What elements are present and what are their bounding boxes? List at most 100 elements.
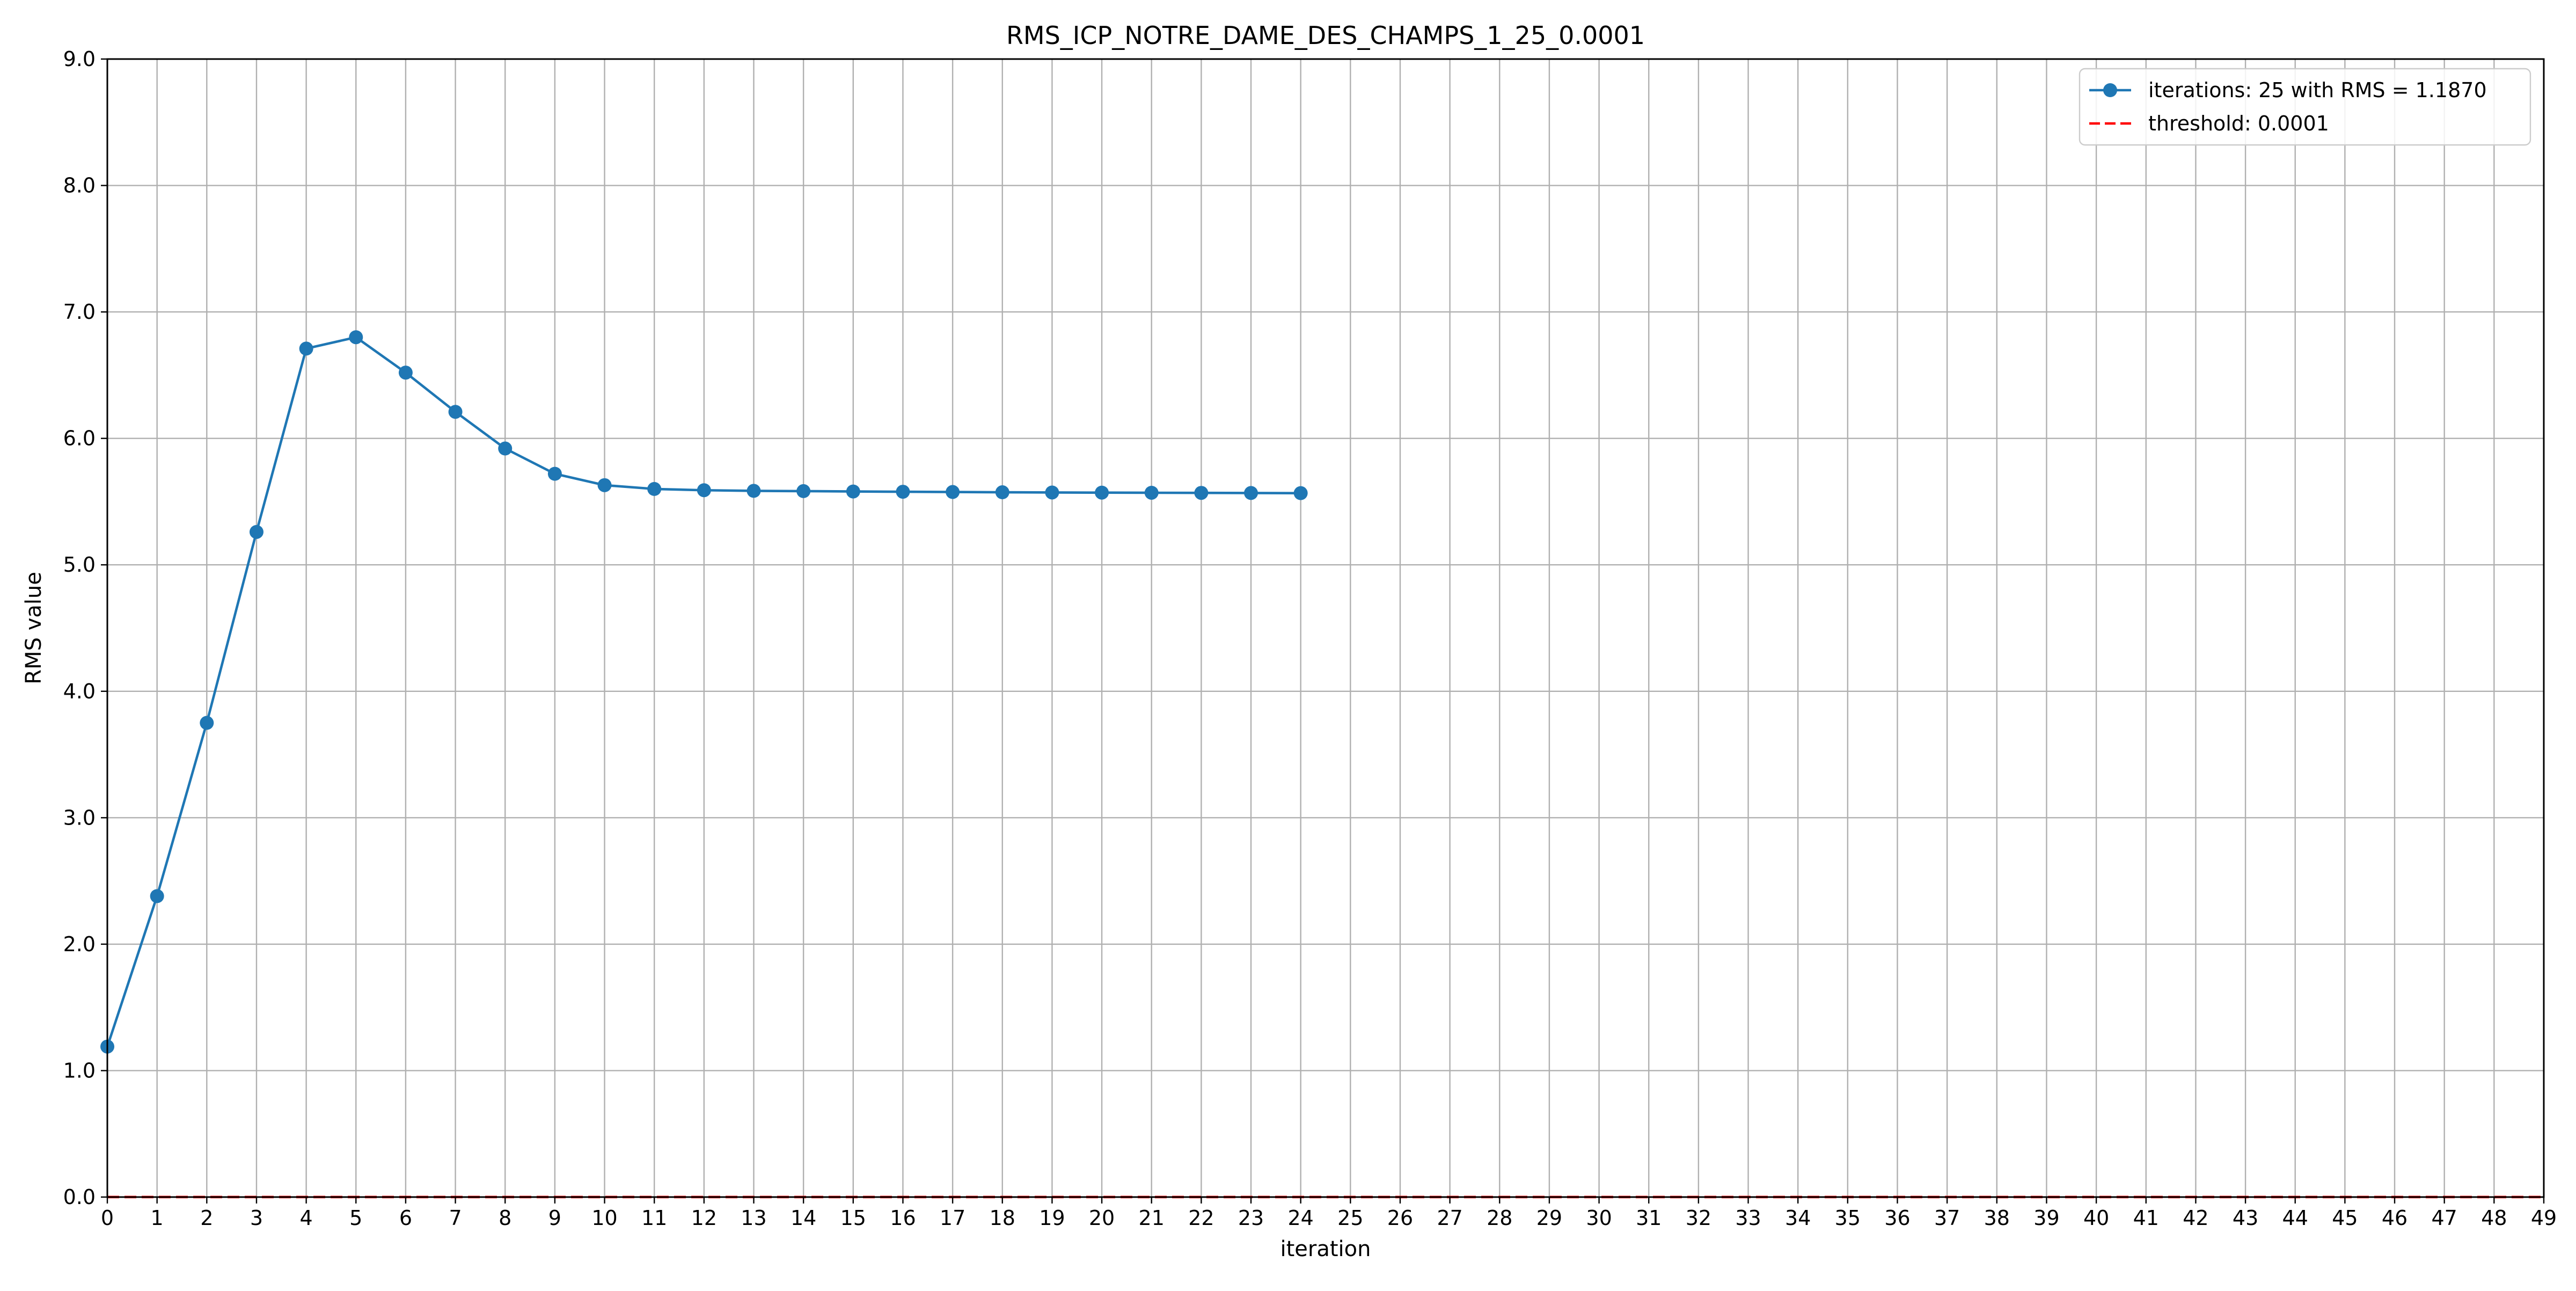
y-axis-label: RMS value [21, 572, 46, 684]
x-tick-label: 8 [499, 1206, 511, 1230]
x-tick-label: 43 [2233, 1206, 2258, 1230]
x-tick-label: 31 [1636, 1206, 1662, 1230]
x-tick-label: 33 [1735, 1206, 1761, 1230]
x-tick-label: 1 [151, 1206, 164, 1230]
data-point [1293, 486, 1308, 500]
x-tick-label: 34 [1785, 1206, 1811, 1230]
data-point [1144, 485, 1159, 500]
data-point [896, 485, 910, 499]
x-tick-label: 16 [890, 1206, 916, 1230]
y-tick-label: 0.0 [63, 1185, 96, 1209]
x-tick-label: 14 [791, 1206, 816, 1230]
y-tick-label: 4.0 [63, 680, 96, 703]
x-tick-label: 29 [1536, 1206, 1562, 1230]
y-tick-label: 5.0 [63, 553, 96, 577]
legend-label: iterations: 25 with RMS = 1.1870 [2148, 78, 2487, 102]
x-tick-label: 17 [940, 1206, 965, 1230]
x-tick-label: 44 [2282, 1206, 2308, 1230]
x-tick-label: 25 [1337, 1206, 1363, 1230]
data-point [796, 484, 811, 498]
x-tick-label: 7 [449, 1206, 462, 1230]
data-point [249, 524, 264, 539]
data-point [1095, 485, 1109, 500]
data-point [547, 466, 562, 481]
x-tick-label: 19 [1039, 1206, 1065, 1230]
data-point [398, 366, 413, 380]
x-tick-label: 41 [2133, 1206, 2159, 1230]
x-tick-label: 38 [1984, 1206, 2010, 1230]
x-tick-label: 11 [641, 1206, 667, 1230]
data-point [995, 485, 1009, 500]
x-tick-label: 5 [349, 1206, 362, 1230]
data-point [597, 478, 612, 492]
y-tick-label: 8.0 [63, 174, 96, 198]
legend-label: threshold: 0.0001 [2148, 112, 2329, 135]
x-tick-label: 47 [2432, 1206, 2457, 1230]
x-tick-label: 22 [1188, 1206, 1214, 1230]
x-tick-label: 46 [2382, 1206, 2407, 1230]
x-tick-label: 42 [2183, 1206, 2208, 1230]
x-tick-label: 36 [1884, 1206, 1910, 1230]
x-tick-label: 40 [2083, 1206, 2109, 1230]
x-tick-label: 13 [741, 1206, 766, 1230]
legend: iterations: 25 with RMS = 1.1870 threshol… [2079, 68, 2531, 146]
data-point [448, 405, 463, 419]
x-tick-label: 18 [990, 1206, 1015, 1230]
data-point [1045, 485, 1059, 500]
data-point [846, 484, 860, 499]
x-tick-label: 48 [2481, 1206, 2507, 1230]
x-tick-label: 49 [2531, 1206, 2557, 1230]
x-tick-label: 39 [2033, 1206, 2059, 1230]
data-point [647, 482, 662, 496]
x-tick-label: 32 [1686, 1206, 1711, 1230]
x-tick-label: 24 [1287, 1206, 1313, 1230]
data-point [150, 889, 164, 903]
x-tick-label: 21 [1139, 1206, 1165, 1230]
data-point [1244, 486, 1258, 500]
data-point [697, 483, 711, 498]
y-tick-label: 2.0 [63, 932, 96, 956]
series-0 [100, 330, 1308, 1054]
x-tick-label: 20 [1089, 1206, 1115, 1230]
chart-title: RMS_ICP_NOTRE_DAME_DES_CHAMPS_1_25_0.000… [1006, 21, 1645, 50]
x-tick-label: 37 [1934, 1206, 1960, 1230]
y-tick-label: 1.0 [63, 1059, 96, 1082]
legend-entry: iterations: 25 with RMS = 1.1870 [2089, 78, 2487, 102]
x-axis-label: iteration [1280, 1237, 1371, 1261]
x-tick-label: 30 [1586, 1206, 1612, 1230]
data-point [200, 716, 214, 730]
data-point [349, 330, 363, 345]
y-tick-label: 3.0 [63, 806, 96, 829]
x-tick-label: 15 [840, 1206, 866, 1230]
x-tick-label: 2 [200, 1206, 213, 1230]
x-tick-label: 3 [250, 1206, 263, 1230]
x-tick-label: 12 [691, 1206, 717, 1230]
x-tick-label: 35 [1835, 1206, 1861, 1230]
x-tick-label: 9 [548, 1206, 561, 1230]
data-point [747, 484, 761, 498]
legend-entry: threshold: 0.0001 [2089, 112, 2329, 135]
x-tick-label: 28 [1487, 1206, 1512, 1230]
legend-box [2079, 68, 2531, 146]
y-tick-label: 9.0 [63, 47, 96, 71]
x-tick-label: 26 [1387, 1206, 1413, 1230]
axes: 0 1 2 3 4 5 6 7 8 9 10 11 12 13 14 15 16 17 18 19 20 21 22 23 24… [63, 47, 2557, 1230]
x-tick-label: 10 [591, 1206, 617, 1230]
x-tick-label: 23 [1238, 1206, 1264, 1230]
y-tick-label: 6.0 [63, 427, 96, 450]
x-tick-label: 4 [300, 1206, 313, 1230]
plot-frame [106, 58, 2545, 1198]
legend-marker [2103, 83, 2117, 97]
y-tick-label: 7.0 [63, 300, 96, 324]
data-point [1194, 486, 1209, 500]
x-tick-label: 6 [399, 1206, 412, 1230]
x-tick-label: 0 [101, 1206, 114, 1230]
data-point [498, 441, 513, 456]
data-point [946, 485, 960, 499]
x-tick-label: 45 [2332, 1206, 2358, 1230]
data-point [299, 341, 313, 356]
x-tick-label: 27 [1437, 1206, 1462, 1230]
